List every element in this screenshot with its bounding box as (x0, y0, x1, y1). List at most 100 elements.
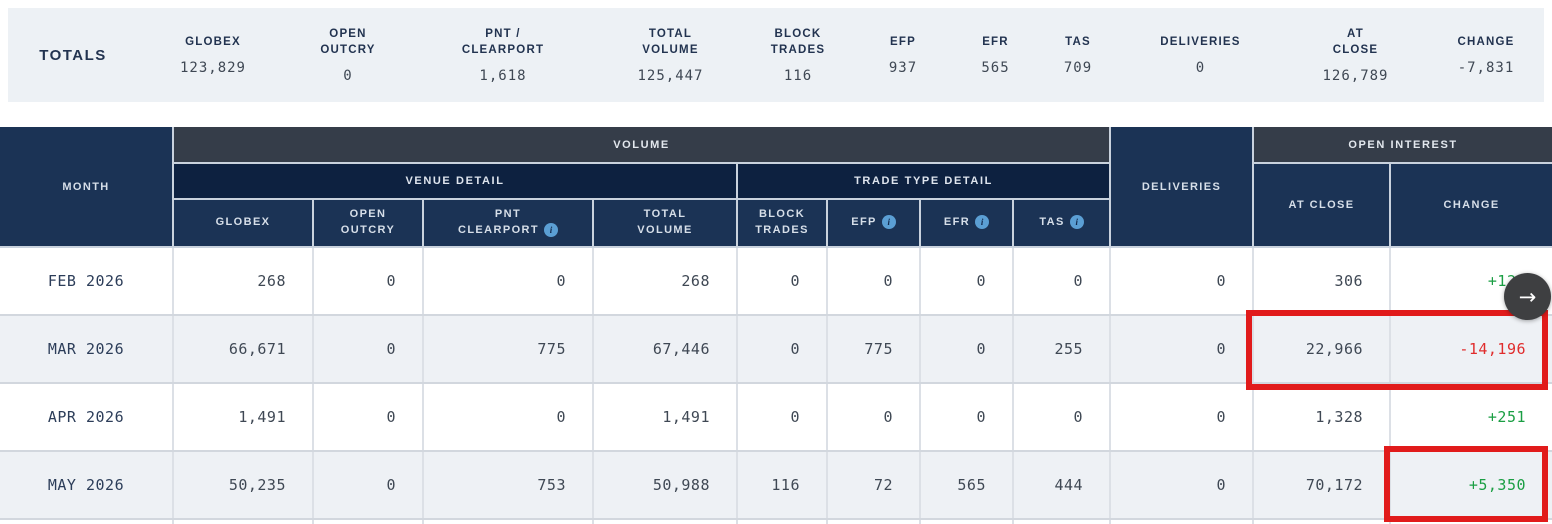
table-row-mar-2026: MAR 2026 66,671 0 775 67,446 0 775 0 255… (0, 315, 1552, 384)
totals-tas: TAS 709 (1038, 8, 1118, 102)
totals-efp-value: 937 (888, 60, 918, 77)
efr-info-icon[interactable]: i (975, 215, 990, 230)
column-header-at-close: AT CLOSE (1252, 162, 1392, 248)
totals-pnt-clearport-value: 1,618 (479, 68, 527, 85)
header-band-venue-detail: VENUE DETAIL (172, 162, 738, 200)
totals-tas-value: 709 (1063, 60, 1093, 77)
total-volume-cell: 67,446 (593, 315, 738, 384)
efr-cell: 565 (920, 451, 1014, 520)
tas-cell: 0 (1013, 247, 1112, 316)
block-trades-cell: 0 (737, 247, 828, 316)
totals-change-label: CHANGE (1457, 35, 1515, 48)
globex-cell: 268 (173, 247, 314, 316)
totals-deliveries: DELIVERIES 0 (1118, 8, 1283, 102)
tas-cell: 0 (1013, 383, 1112, 452)
efp-cell: 0 (827, 247, 921, 316)
totals-title-cell: TOTALS (8, 8, 138, 102)
column-header-open-outcry: OPEN OUTCRY (312, 198, 424, 248)
totals-tas-label: TAS (1065, 35, 1091, 48)
totals-efr-label: EFR (982, 35, 1009, 48)
totals-title: TOTALS (39, 46, 107, 64)
efp-cell: 775 (827, 315, 921, 384)
total-volume-cell: 50,988 (593, 451, 738, 520)
totals-change-value: -7,831 (1457, 60, 1515, 77)
deliveries-cell: 0 (1110, 383, 1255, 452)
totals-at-close-value: 126,789 (1322, 68, 1389, 85)
efp-cell: 0 (827, 383, 921, 452)
at-close-cell: 22,966 (1253, 315, 1392, 384)
pnt-clearport-info-icon[interactable]: i (544, 223, 559, 238)
totals-open-outcry-label: OPEN OUTCRY (320, 27, 376, 56)
column-header-efr: EFR i (919, 198, 1014, 248)
totals-deliveries-label: DELIVERIES (1160, 35, 1241, 48)
tas-cell: 444 (1013, 451, 1112, 520)
efr-cell: 0 (920, 247, 1014, 316)
totals-efr: EFR 565 (953, 8, 1038, 102)
month-cell: APR 2026 (0, 383, 174, 452)
globex-cell: 66,671 (173, 315, 314, 384)
change-cell: +5,350 (1390, 451, 1552, 520)
at-close-cell: 70,172 (1253, 451, 1392, 520)
totals-bar: TOTALS GLOBEX 123,829 OPEN OUTCRY 0 PNT … (8, 8, 1544, 102)
column-header-deliveries: DELIVERIES (1109, 126, 1255, 248)
block-trades-cell: 0 (737, 315, 828, 384)
efr-cell: 0 (920, 315, 1014, 384)
totals-at-close-label: AT CLOSE (1332, 27, 1379, 56)
open-outcry-cell: 0 (313, 315, 424, 384)
month-cell: MAR 2026 (0, 315, 174, 384)
totals-block-trades-value: 116 (783, 68, 813, 85)
totals-efp-label: EFP (890, 35, 916, 48)
totals-block-trades-label: BLOCK TRADES (770, 27, 826, 56)
totals-total-volume-value: 125,447 (637, 68, 704, 85)
deliveries-cell: 0 (1110, 315, 1255, 384)
pnt-clearport-cell: 0 (423, 247, 594, 316)
efp-cell: 72 (827, 451, 921, 520)
month-cell: MAY 2026 (0, 451, 174, 520)
tas-cell: 255 (1013, 315, 1112, 384)
column-header-efp: EFP i (826, 198, 921, 248)
totals-at-close: AT CLOSE 126,789 (1283, 8, 1428, 102)
globex-cell: 1,491 (173, 383, 314, 452)
pnt-clearport-cell: 775 (423, 315, 594, 384)
header-band-open-interest: OPEN INTEREST (1252, 126, 1552, 164)
totals-change: CHANGE -7,831 (1428, 8, 1544, 102)
pnt-clearport-cell: 753 (423, 451, 594, 520)
totals-total-volume-label: TOTAL VOLUME (642, 27, 699, 56)
totals-pnt-clearport-label: PNT / CLEARPORT (461, 27, 545, 56)
total-volume-cell: 268 (593, 247, 738, 316)
change-cell: -14,196 (1390, 315, 1552, 384)
totals-globex-label: GLOBEX (185, 35, 241, 48)
at-close-cell: 1,328 (1253, 383, 1392, 452)
deliveries-cell: 0 (1110, 451, 1255, 520)
block-trades-cell: 0 (737, 383, 828, 452)
pnt-clearport-cell: 0 (423, 383, 594, 452)
header-band-trade-type-detail: TRADE TYPE DETAIL (735, 162, 1112, 200)
open-outcry-cell: 0 (313, 451, 424, 520)
block-trades-cell: 116 (737, 451, 828, 520)
at-close-cell: 306 (1253, 247, 1392, 316)
table-row-feb-2026: FEB 2026 268 0 0 268 0 0 0 0 0 306 +123 (0, 247, 1552, 316)
totals-pnt-clearport: PNT / CLEARPORT 1,618 (408, 8, 598, 102)
column-header-change: CHANGE (1389, 162, 1552, 248)
totals-block-trades: BLOCK TRADES 116 (743, 8, 853, 102)
totals-deliveries-value: 0 (1195, 60, 1206, 77)
table-row-partial (0, 519, 1552, 524)
volume-table: MONTH VOLUME DELIVERIES OPEN INTEREST VE… (0, 126, 1552, 524)
totals-total-volume: TOTAL VOLUME 125,447 (598, 8, 743, 102)
globex-cell: 50,235 (173, 451, 314, 520)
totals-globex: GLOBEX 123,829 (138, 8, 288, 102)
totals-efp: EFP 937 (853, 8, 953, 102)
totals-globex-value: 123,829 (179, 60, 246, 77)
column-header-tas: TAS i (1011, 198, 1112, 248)
efr-cell: 0 (920, 383, 1014, 452)
open-outcry-cell: 0 (313, 383, 424, 452)
efp-info-icon[interactable]: i (881, 215, 896, 230)
column-header-globex: GLOBEX (172, 198, 314, 248)
column-header-month: MONTH (0, 126, 174, 248)
tas-info-icon[interactable]: i (1069, 215, 1084, 230)
column-header-total-volume: TOTAL VOLUME (592, 198, 738, 248)
totals-open-outcry-value: 0 (343, 68, 353, 85)
table-row-may-2026: MAY 2026 50,235 0 753 50,988 116 72 565 … (0, 451, 1552, 520)
month-cell: FEB 2026 (0, 247, 174, 316)
next-button[interactable]: → (1504, 273, 1551, 320)
